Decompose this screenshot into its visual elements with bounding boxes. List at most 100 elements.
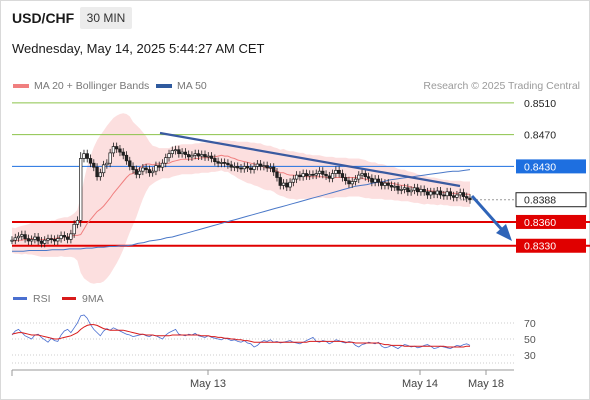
candle-body (115, 146, 119, 150)
forecast-arrow-head (496, 224, 512, 241)
candle-body (111, 146, 116, 154)
candle-body (386, 182, 390, 186)
candle-body (183, 151, 188, 155)
candle-body (281, 182, 286, 186)
candle-body (151, 170, 155, 174)
candle-body (304, 173, 309, 177)
candle-body (285, 182, 289, 188)
candles-layer (10, 142, 472, 248)
ma20-line (11, 154, 470, 242)
candle-body (301, 173, 305, 178)
candle-body (294, 174, 299, 180)
candle-body (373, 178, 377, 183)
trendline (159, 131, 461, 188)
level-tag-2 (516, 159, 586, 174)
candle-body (160, 162, 165, 168)
candle-body (232, 166, 237, 168)
rsi-legend-swatch (13, 297, 27, 300)
candle-body (438, 190, 443, 196)
level-label-5: 0.8330 (524, 241, 556, 253)
candle-body (36, 236, 40, 242)
candle-body (402, 187, 407, 190)
candle-body (39, 240, 44, 244)
candle-body (461, 192, 466, 197)
candle-body (62, 235, 66, 238)
candle-body (412, 187, 417, 191)
level-label-3: 0.8388 (524, 195, 556, 207)
candle-body (311, 173, 315, 176)
candle-body (249, 167, 253, 170)
timeframe-button[interactable]: 30 MIN (80, 7, 132, 29)
moving-averages-layer (11, 154, 471, 252)
candle-body (167, 153, 171, 159)
candle-body (448, 191, 453, 197)
candle-body (154, 165, 158, 172)
ma20-legend-swatch (13, 84, 29, 88)
candle-body (200, 154, 204, 157)
candle-body (222, 162, 227, 164)
candle-body (255, 163, 260, 167)
candle-body (376, 178, 381, 183)
candle-body (409, 189, 413, 193)
candle-body (399, 189, 403, 191)
candle-body (108, 152, 112, 164)
candle-body (137, 170, 142, 175)
ma50-line (12, 169, 471, 252)
level-tag-3 (515, 192, 587, 208)
candle-body (226, 162, 230, 166)
candle-body (380, 181, 384, 186)
candle-body (65, 236, 70, 240)
candle-body (268, 166, 273, 169)
candle-body (56, 238, 60, 242)
candle-body (157, 165, 161, 168)
candle-body (196, 153, 201, 157)
level-label-0: 0.8510 (524, 98, 556, 110)
candle-body (187, 154, 191, 158)
candle-body (134, 169, 138, 175)
candle-body (350, 181, 354, 185)
candle-body (16, 235, 21, 239)
candle-body (360, 173, 364, 176)
candle-body (393, 185, 397, 188)
candle-body (239, 167, 243, 170)
candle-body (79, 158, 83, 221)
candle-body (432, 191, 436, 195)
candle-body (128, 160, 132, 167)
candle-body (206, 155, 210, 158)
candle-body (219, 162, 224, 164)
candle-body (298, 174, 302, 178)
rsi-line (11, 314, 471, 350)
candle-body (389, 185, 394, 188)
annotations-layer (159, 131, 512, 241)
rsi-tick-50: 50 (524, 334, 536, 346)
candle-body (406, 187, 410, 193)
candle-body (203, 154, 207, 158)
candle-body (229, 164, 233, 168)
candle-body (353, 178, 358, 182)
candle-body (324, 173, 328, 177)
candle-body (429, 191, 433, 196)
candle-body (275, 171, 279, 178)
candle-body (33, 236, 37, 240)
candle-body (396, 185, 400, 191)
level-tag-4 (516, 214, 586, 229)
candle-body (308, 173, 312, 177)
candle-body (330, 173, 335, 179)
candle-body (29, 239, 34, 242)
candle-body (340, 173, 345, 178)
candle-body (327, 175, 331, 179)
candle-body (180, 151, 184, 155)
candle-body (88, 158, 93, 164)
candle-body (458, 192, 462, 196)
candle-body (23, 234, 27, 239)
candle-body (20, 234, 24, 237)
candle-body (209, 155, 214, 159)
candle-body (425, 191, 430, 196)
candle-body (13, 237, 17, 241)
candle-body (344, 177, 348, 182)
candle-body (43, 239, 47, 244)
candle-body (272, 166, 276, 173)
time-tick-label-1: May 14 (402, 378, 438, 390)
candle-body (288, 181, 292, 188)
ma9-legend-swatch (62, 297, 76, 300)
